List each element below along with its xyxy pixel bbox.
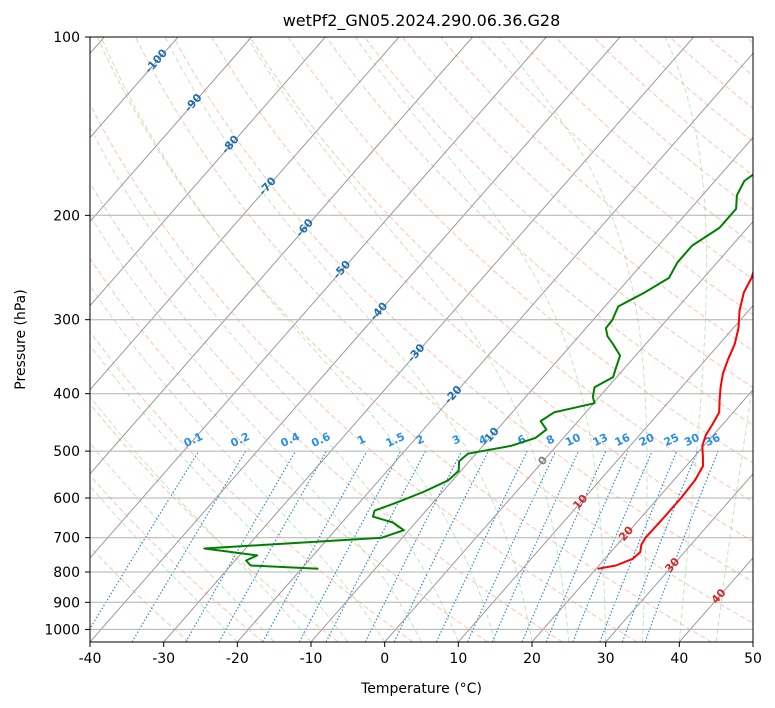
isotherm-line <box>384 220 753 642</box>
y-tick-label: 100 <box>53 30 80 46</box>
moist-adiabat-line <box>354 37 607 642</box>
x-axis-label: Temperature (°C) <box>360 681 482 697</box>
isotherm-line <box>90 37 621 642</box>
moist-adiabat-line <box>100 37 496 642</box>
mixing-ratio-label: 30 <box>682 431 702 449</box>
y-tick-label: 200 <box>53 208 80 224</box>
axes: -40 -30 -20 -10 0 10 20 30 40 50 100 200 300 400 500 60… <box>44 30 762 667</box>
temperature-line <box>597 269 753 570</box>
x-tick-label: -40 <box>79 651 102 667</box>
y-tick-label: 600 <box>53 491 80 507</box>
dry-adiabat-line <box>363 37 753 389</box>
moist-adiabat-line <box>90 442 275 642</box>
mixing-ratio-label: 10 <box>563 431 583 449</box>
mixing-ratio-line <box>262 450 368 642</box>
x-tick-label: -20 <box>226 651 249 667</box>
pressure-grid <box>90 37 753 630</box>
y-tick-label: 1000 <box>44 622 80 638</box>
x-tick-label: -10 <box>300 651 323 667</box>
mixing-ratio-line <box>325 450 427 642</box>
mixing-ratio-line <box>466 450 557 642</box>
mixing-ratio-line <box>599 450 678 642</box>
mixing-ratio-line <box>364 450 463 642</box>
mixing-ratio-line <box>435 450 528 642</box>
x-tick-label: 50 <box>744 651 762 667</box>
mixing-ratio-label: 25 <box>662 431 681 449</box>
dry-adiabat-line <box>90 181 563 642</box>
dry-adiabat-line <box>90 474 264 642</box>
moist-adiabat-line <box>715 380 753 642</box>
background-lines <box>90 37 753 642</box>
isotherm-line <box>90 37 473 475</box>
mixing-ratio-line <box>572 450 653 642</box>
isotherm-line <box>163 37 694 642</box>
isotherm-line <box>457 304 753 642</box>
x-tick-label: 10 <box>449 651 467 667</box>
mixing-ratio-line <box>644 450 719 642</box>
moist-adiabat-line <box>164 37 533 642</box>
isotherm-line <box>90 37 400 391</box>
dry-adiabat-line <box>90 402 339 642</box>
y-tick-label: 800 <box>53 565 80 581</box>
dry-adiabat-line <box>173 37 753 583</box>
mixing-ratio-line <box>545 450 629 642</box>
isotherm-line <box>90 37 252 223</box>
moist-adiabat-line <box>498 37 648 642</box>
dry-adiabat-line <box>90 257 488 642</box>
dewpoint-line <box>203 173 753 570</box>
x-tick-label: 30 <box>597 651 615 667</box>
isotherm-line <box>605 473 753 642</box>
isotherm-line <box>90 37 326 307</box>
y-tick-label: 300 <box>53 313 80 329</box>
dry-adiabat-line <box>96 37 712 642</box>
isotherm-line <box>531 388 753 642</box>
x-tick-label: -30 <box>152 651 175 667</box>
mixing-ratio-label: 16 <box>613 431 633 449</box>
plot-frame <box>89 36 754 643</box>
y-axis-label: Pressure (hPa) <box>13 289 29 389</box>
mixing-ratio-line <box>298 450 402 642</box>
moist-adiabat-line <box>664 37 708 642</box>
chart-title: wetPf2_GN05.2024.290.06.36.G28 <box>283 11 561 31</box>
sounding-series <box>203 173 753 570</box>
moist-adiabat-line <box>90 214 422 642</box>
moist-adiabat-line <box>90 284 386 642</box>
y-tick-label: 400 <box>53 387 80 403</box>
x-tick-label: 20 <box>523 651 541 667</box>
moist-adiabat-line <box>90 126 459 642</box>
dry-adiabat-line <box>440 37 753 316</box>
dry-adiabat-line <box>134 37 753 624</box>
y-tick-label: 700 <box>53 531 80 547</box>
mixing-ratio-line <box>621 450 698 642</box>
mixing-ratio-line <box>218 450 327 642</box>
x-tick-label: 0 <box>380 651 389 667</box>
dry-adiabat-line <box>249 37 753 503</box>
moist-adiabat-line <box>90 485 238 642</box>
moist-adiabat-line <box>246 37 570 642</box>
moist-adiabat-line <box>90 395 312 642</box>
mixing-ratio-label: 20 <box>637 431 657 449</box>
mixing-ratio-label: 36 <box>703 431 723 449</box>
mixing-ratio-line <box>90 450 200 630</box>
y-tick-label: 500 <box>53 444 80 460</box>
isotherm-line <box>90 37 547 559</box>
y-tick-label: 900 <box>53 595 80 611</box>
mixing-ratio-label: 13 <box>591 431 610 449</box>
x-tick-label: 40 <box>670 651 688 667</box>
dry-adiabat-line <box>325 37 753 426</box>
mixing-ratio-line <box>521 450 607 642</box>
